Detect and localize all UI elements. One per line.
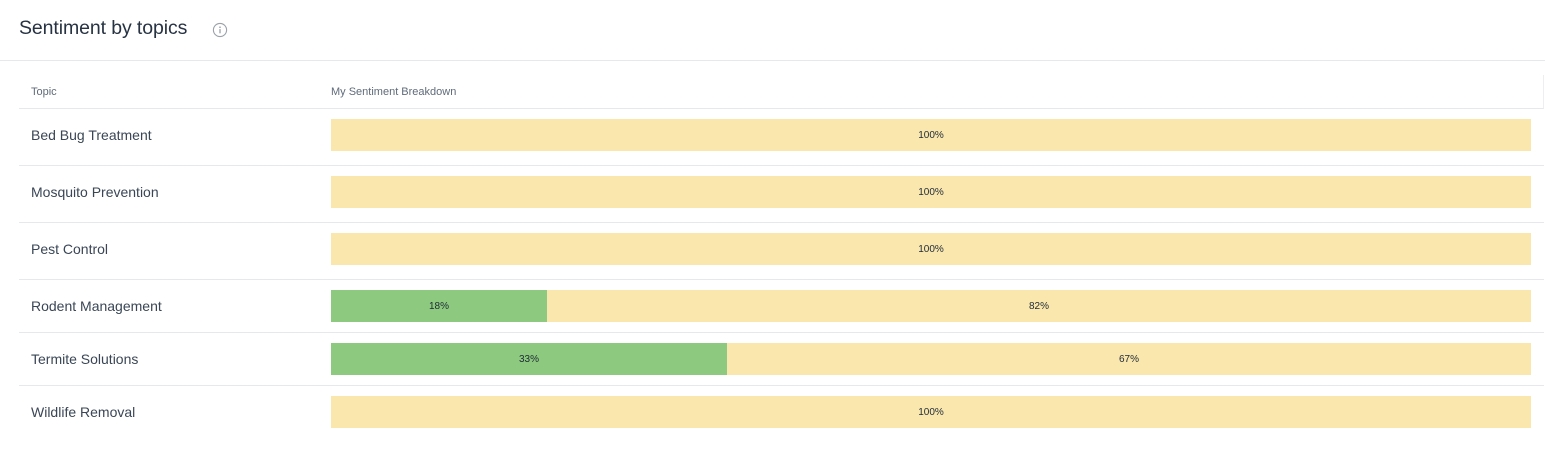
column-header-topic[interactable]: Topic <box>31 86 57 98</box>
neutral-segment[interactable]: 100% <box>331 119 1531 151</box>
table-row[interactable]: Termite Solutions 33% 67% <box>19 333 1544 386</box>
positive-segment[interactable]: 18% <box>331 290 547 322</box>
column-header-sentiment-breakdown: My Sentiment Breakdown <box>331 86 457 98</box>
topic-name: Rodent Management <box>31 298 162 314</box>
table-row[interactable]: Bed Bug Treatment 100% <box>19 109 1544 166</box>
table-body: Bed Bug Treatment 100% Mosquito Prevention… <box>19 109 1544 446</box>
topic-name: Termite Solutions <box>31 351 139 367</box>
sentiment-table: Topic My Sentiment Breakdown Bed Bug Tre… <box>19 75 1544 446</box>
widget-title: Sentiment by topics <box>19 17 188 39</box>
neutral-segment[interactable]: 100% <box>331 396 1531 428</box>
info-circle-icon[interactable] <box>212 22 228 38</box>
table-row[interactable]: Mosquito Prevention 100% <box>19 166 1544 223</box>
neutral-segment[interactable]: 100% <box>331 233 1531 265</box>
neutral-segment[interactable]: 67% <box>727 343 1531 375</box>
sentiment-bar[interactable]: 33% 67% <box>331 343 1531 375</box>
sentiment-bar[interactable]: 100% <box>331 119 1531 151</box>
positive-segment[interactable]: 33% <box>331 343 727 375</box>
topic-name: Pest Control <box>31 241 109 257</box>
topic-name: Wildlife Removal <box>31 404 136 420</box>
sentiment-bar[interactable]: 100% <box>331 233 1531 265</box>
neutral-segment[interactable]: 100% <box>331 176 1531 208</box>
table-header: Topic My Sentiment Breakdown <box>19 75 1544 109</box>
neutral-segment[interactable]: 82% <box>547 290 1531 322</box>
sentiment-bar[interactable]: 18% 82% <box>331 290 1531 322</box>
table-row[interactable]: Rodent Management 18% 82% <box>19 280 1544 333</box>
sentiment-bar[interactable]: 100% <box>331 176 1531 208</box>
table-row[interactable]: Pest Control 100% <box>19 223 1544 280</box>
topic-name: Bed Bug Treatment <box>31 127 152 143</box>
table-row[interactable]: Wildlife Removal 100% <box>19 386 1544 446</box>
widget-header: Sentiment by topics <box>0 0 1545 61</box>
sentiment-bar[interactable]: 100% <box>331 396 1531 428</box>
topic-name: Mosquito Prevention <box>31 184 159 200</box>
